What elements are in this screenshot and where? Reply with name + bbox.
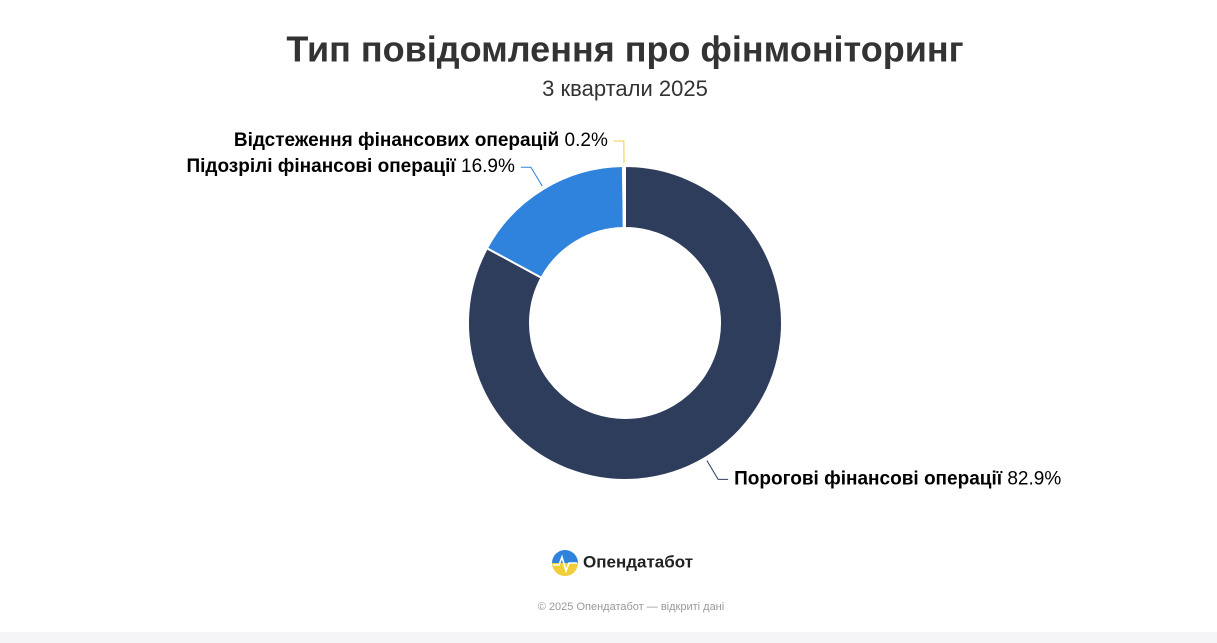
logo-pulse: [553, 554, 577, 574]
donut-slice: [467, 165, 783, 481]
brand: Опендатабот: [583, 552, 693, 571]
bottom-bar: [0, 632, 1217, 643]
slice-label-value: 82.9%: [1007, 468, 1061, 489]
slice-label: Відстеження фінансових операцій 0.2%: [234, 130, 608, 151]
slice-label-value: 0.2%: [565, 130, 608, 151]
slice-label-value: 16.9%: [461, 156, 515, 177]
slice-label-name: Відстеження фінансових операцій: [234, 130, 559, 151]
slice-label: Підозрілі фінансові операції 16.9%: [186, 156, 515, 177]
leader-line: [520, 166, 543, 187]
copyright: © 2025 Опендатабот — відкриті дані: [538, 601, 724, 613]
slice-label: Порогові фінансові операції 82.9%: [734, 468, 1061, 489]
chart-title: Тип повідомлення про фінмоніторинг: [286, 29, 963, 70]
chart-subtitle: 3 квартали 2025: [542, 76, 708, 101]
donut-slice: [622, 164, 626, 230]
leader-line: [613, 140, 625, 164]
logo-icon: [552, 550, 578, 576]
slice-label-name: Порогові фінансові операції: [734, 468, 1003, 489]
slice-label-name: Підозрілі фінансові операції: [186, 156, 456, 177]
leader-line: [706, 460, 729, 480]
